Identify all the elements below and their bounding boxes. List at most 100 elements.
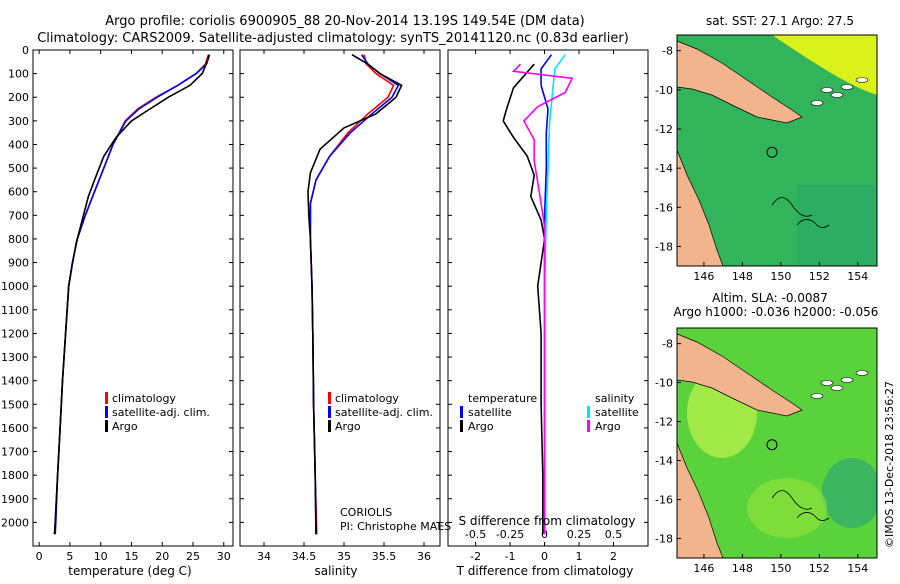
sla-map-reef bbox=[771, 490, 813, 510]
sst-map-warm-water bbox=[772, 35, 877, 95]
sst-map-land-australia bbox=[677, 149, 724, 266]
difference-legend-s-satellite: satellite bbox=[595, 406, 639, 419]
temperature-series-climatology bbox=[53, 54, 210, 535]
depth-tick-label: 700 bbox=[8, 209, 29, 222]
sst-map-lat-tick-label: -14 bbox=[655, 162, 673, 175]
depth-tick-label: 1900 bbox=[1, 493, 29, 506]
salinity-x-label: salinity bbox=[314, 564, 357, 578]
temperature-series-argo bbox=[53, 54, 210, 535]
sla-map-lon-tick-label: 146 bbox=[693, 562, 714, 575]
difference-legend-salinity-title: salinity bbox=[595, 392, 635, 405]
sst-map-lon-tick-label: 146 bbox=[693, 270, 714, 283]
sst-map-island bbox=[830, 92, 844, 98]
sst-map-lon-tick-label: 152 bbox=[809, 270, 830, 283]
temperature-chart: 0 5 10 15 20 25 30 temperature (deg C) climato… bbox=[36, 50, 231, 578]
sst-map-axes: 146 148 150 152 154 -8 -10 -12 -14 -16 -18 bbox=[655, 45, 868, 283]
sla-map-lat-tick-label: -14 bbox=[655, 455, 673, 468]
sla-map-argo-position bbox=[766, 439, 778, 451]
sst-map-lon-tick-label: 154 bbox=[847, 270, 868, 283]
sla-map-lon-tick-label: 154 bbox=[847, 562, 868, 575]
temperature-legend-argo: Argo bbox=[112, 420, 138, 433]
difference-legend-swatch-t-argo bbox=[460, 420, 463, 432]
temperature-x-tick-label: 10 bbox=[94, 550, 108, 563]
depth-tick-label: 1700 bbox=[1, 446, 29, 459]
salinity-x-tick-label: 35 bbox=[337, 550, 351, 563]
sla-map-lat-tick-label: -18 bbox=[655, 533, 673, 546]
sst-map-reef bbox=[796, 219, 830, 228]
sla-map-title-line1: Altim. SLA: -0.0087 bbox=[712, 291, 828, 305]
temperature-x-tick-label: 0 bbox=[36, 550, 43, 563]
depth-tick-label: 1300 bbox=[1, 351, 29, 364]
salinity-series-climatology bbox=[309, 54, 395, 535]
salinity-series-argo bbox=[307, 54, 403, 535]
difference-legend-swatch-s-argo bbox=[587, 420, 590, 432]
difference-series-t-argo bbox=[502, 63, 546, 535]
sst-map-reef bbox=[771, 197, 813, 217]
depth-tick-label: 500 bbox=[8, 162, 29, 175]
sla-map-lat-tick-label: -10 bbox=[655, 377, 673, 390]
temperature-x-tick-label: 20 bbox=[155, 550, 169, 563]
difference-series-s-argo bbox=[511, 63, 574, 535]
depth-tick-label: 1000 bbox=[1, 280, 29, 293]
salinity-legend-swatch-satellite bbox=[328, 406, 331, 418]
difference-legend-swatch-s-satellite bbox=[587, 406, 590, 418]
sla-map bbox=[677, 328, 877, 558]
depth-tick-label: 900 bbox=[8, 257, 29, 270]
temperature-x-tick-label: 30 bbox=[217, 550, 231, 563]
difference-legend-t-argo: Argo bbox=[468, 420, 494, 433]
temperature-x-tick-label: 25 bbox=[186, 550, 200, 563]
salinity-x-tick-label: 35.5 bbox=[372, 550, 397, 563]
temperature-legend-swatch-climatology bbox=[105, 392, 108, 404]
salinity-x-tick-label: 36 bbox=[417, 550, 431, 563]
depth-tick-label: 400 bbox=[8, 138, 29, 151]
sla-map-land-australia bbox=[677, 442, 724, 558]
sst-map-lon-tick-label: 148 bbox=[732, 270, 753, 283]
salinity-legend: climatology satellite-adj. clim. Argo bbox=[328, 392, 433, 433]
sla-map-axes: 146 148 150 152 154 -8 -10 -12 -14 -16 -18 bbox=[655, 338, 868, 575]
sla-map-lat-tick-label: -8 bbox=[662, 338, 673, 351]
difference-top-tick-label: -0.5 bbox=[465, 528, 486, 541]
sst-map-lat-tick-label: -8 bbox=[662, 45, 673, 58]
difference-x-ticks: -2 -1 0 1 2 -0.5 -0.25 0 0.25 0.5 bbox=[465, 50, 622, 563]
difference-top-tick-label: 0.5 bbox=[605, 528, 623, 541]
sst-map-island bbox=[855, 77, 869, 83]
temperature-x-tick-label: 5 bbox=[66, 550, 73, 563]
difference-top-tick-label: -0.25 bbox=[496, 528, 524, 541]
difference-legend-swatch-t-satellite bbox=[460, 406, 463, 418]
sla-map-land-png bbox=[677, 333, 803, 417]
depth-tick-label: 1600 bbox=[1, 422, 29, 435]
difference-x-tick-label: 1 bbox=[576, 550, 583, 563]
sst-map-land-png bbox=[677, 40, 803, 124]
difference-legend-temperature: temperature satellite Argo bbox=[460, 392, 537, 433]
salinity-legend-swatch-argo bbox=[328, 420, 331, 432]
depth-tick-label: 300 bbox=[8, 115, 29, 128]
salinity-x-ticks: 34 34.5 35 35.5 36 bbox=[257, 50, 431, 563]
difference-legend-t-satellite: satellite bbox=[468, 406, 512, 419]
header-title-line1: Argo profile: coriolis 6900905_88 20-Nov… bbox=[105, 14, 585, 29]
sla-map-lat-tick-label: -16 bbox=[655, 494, 673, 507]
depth-tick-label: 100 bbox=[8, 68, 29, 81]
depth-tick-label: 1800 bbox=[1, 469, 29, 482]
depth-tick-label: 1500 bbox=[1, 398, 29, 411]
difference-chart: -2 -1 0 1 2 -0.5 -0.25 0 0.25 0.5 S difference fr… bbox=[456, 50, 639, 578]
sla-map-lon-tick-label: 148 bbox=[732, 562, 753, 575]
sst-map-lon-tick-label: 150 bbox=[770, 270, 791, 283]
difference-x-tick-label: -1 bbox=[505, 550, 516, 563]
salinity-plot-frame bbox=[239, 49, 441, 547]
temperature-legend-satellite: satellite-adj. clim. bbox=[112, 406, 210, 419]
difference-top-axis-label: S difference from climatology bbox=[459, 514, 636, 528]
sla-map-island bbox=[820, 380, 834, 386]
sla-map-low-anomaly bbox=[822, 458, 877, 528]
depth-tick-label: 1400 bbox=[1, 375, 29, 388]
difference-series-s-satellite bbox=[543, 54, 566, 535]
sst-map-lat-tick-label: -10 bbox=[655, 84, 673, 97]
sla-map-lat-tick-label: -12 bbox=[655, 416, 673, 429]
header-title-line2: Climatology: CARS2009. Satellite-adjuste… bbox=[37, 31, 629, 46]
sst-map bbox=[677, 35, 877, 266]
temperature-plot-frame bbox=[32, 49, 234, 547]
salinity-legend-climatology: climatology bbox=[335, 392, 399, 405]
sst-map-lat-tick-label: -16 bbox=[655, 201, 673, 214]
sst-map-island bbox=[810, 100, 824, 106]
depth-tick-label: 1100 bbox=[1, 304, 29, 317]
